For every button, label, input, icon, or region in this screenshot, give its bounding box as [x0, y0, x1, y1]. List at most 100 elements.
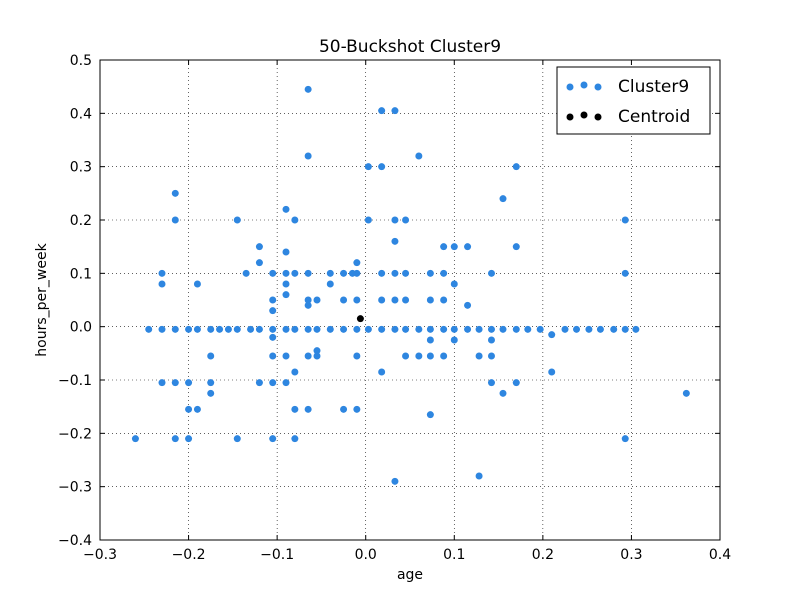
centroid-point [356, 315, 364, 323]
x-tick-labels: −0.3 −0.2 −0.1 0.0 0.1 0.2 0.3 0.4 [83, 547, 731, 563]
cluster9-point [242, 269, 250, 277]
cluster9-point [512, 379, 520, 387]
cluster9-point [291, 216, 299, 224]
cluster9-point [391, 296, 399, 304]
cluster9-point [158, 379, 166, 387]
y-tick-label: 0.0 [70, 320, 92, 336]
cluster9-point [313, 325, 321, 333]
cluster9-point [326, 325, 334, 333]
cluster9-point [185, 435, 193, 443]
cluster9-point [450, 325, 458, 333]
cluster9-point [378, 269, 386, 277]
cluster9-point [378, 296, 386, 304]
cluster9-point [512, 325, 520, 333]
x-tick-label: 0.4 [709, 547, 731, 563]
y-tick-label: −0.1 [58, 373, 92, 389]
x-tick-label: −0.2 [172, 547, 206, 563]
cluster9-point [585, 325, 593, 333]
cluster9-point [282, 291, 290, 299]
cluster9-point [269, 379, 277, 387]
x-tick-label: 0.3 [620, 547, 642, 563]
cluster9-point [499, 325, 507, 333]
cluster9-point [291, 435, 299, 443]
cluster9-point [450, 280, 458, 288]
cluster9-point [304, 296, 312, 304]
cluster9-point [171, 435, 179, 443]
cluster9-point [269, 435, 277, 443]
cluster9-point [402, 269, 410, 277]
y-tick-labels: −0.4 −0.3 −0.2 −0.1 0.0 0.1 0.2 0.3 0.4 0.5 [58, 53, 92, 549]
legend-label-centroid: Centroid [618, 107, 690, 127]
cluster9-point [487, 325, 495, 333]
cluster9-point [207, 352, 215, 360]
cluster9-point [621, 269, 629, 277]
x-tick-label: 0.2 [532, 547, 554, 563]
cluster9-point [415, 152, 423, 160]
y-tick-label: −0.3 [58, 480, 92, 496]
cluster9-point [247, 325, 255, 333]
y-tick-label: −0.4 [58, 533, 92, 549]
cluster9-point [282, 352, 290, 360]
cluster9-point [610, 325, 618, 333]
y-tick-label: 0.2 [70, 213, 92, 229]
cluster9-point [391, 237, 399, 245]
cluster9-point [304, 152, 312, 160]
cluster9-point [353, 259, 361, 267]
cluster9-point [426, 325, 434, 333]
cluster9-point [487, 352, 495, 360]
cluster9-point [487, 269, 495, 277]
cluster9-point [573, 325, 581, 333]
cluster9-point [440, 325, 448, 333]
cluster9-point [158, 280, 166, 288]
cluster9-point [313, 296, 321, 304]
cluster9-point [475, 472, 483, 480]
cluster9-point [561, 325, 569, 333]
cluster9-point [282, 280, 290, 288]
cluster9-point [216, 325, 224, 333]
cluster9-point [282, 248, 290, 256]
cluster9-point [353, 405, 361, 413]
cluster9-point [391, 269, 399, 277]
cluster9-point [512, 163, 520, 171]
cluster9-point [621, 325, 629, 333]
cluster9-point [255, 379, 263, 387]
cluster9-point [426, 336, 434, 344]
cluster9-point [353, 296, 361, 304]
cluster9-point [426, 411, 434, 419]
cluster9-point [233, 435, 241, 443]
cluster9-point [255, 243, 263, 251]
cluster9-point [682, 389, 690, 397]
cluster9-point [450, 243, 458, 251]
y-axis-label: hours_per_week [34, 242, 50, 356]
cluster9-point [171, 189, 179, 197]
cluster9-point [291, 325, 299, 333]
cluster9-point [171, 325, 179, 333]
cluster9-point [233, 216, 241, 224]
cluster9-point [524, 325, 532, 333]
cluster9-point [145, 325, 153, 333]
cluster9-point [193, 280, 201, 288]
cluster9-point [304, 301, 312, 309]
cluster9-point [391, 325, 399, 333]
cluster9-point [282, 269, 290, 277]
cluster9-point [391, 477, 399, 485]
cluster9-point [291, 405, 299, 413]
cluster9-point [340, 405, 348, 413]
x-tick-label: −0.3 [83, 547, 117, 563]
cluster9-point [326, 280, 334, 288]
cluster9-point [207, 379, 215, 387]
cluster9-point [282, 205, 290, 213]
data-points [131, 85, 690, 485]
cluster9-point [269, 307, 277, 315]
cluster9-point [353, 352, 361, 360]
cluster9-point [171, 216, 179, 224]
cluster9-point [233, 325, 241, 333]
cluster9-point [499, 195, 507, 203]
cluster9-point [391, 107, 399, 115]
cluster9-point [340, 296, 348, 304]
cluster9-point [440, 269, 448, 277]
cluster9-point [464, 325, 472, 333]
axis-ticks [99, 59, 721, 541]
cluster9-point [596, 325, 604, 333]
